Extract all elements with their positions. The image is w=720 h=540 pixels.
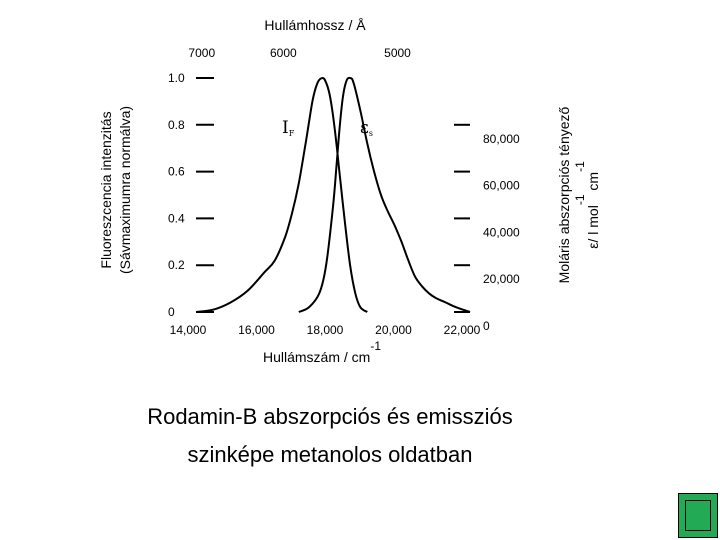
top-tick-label: 6000 [270, 46, 297, 60]
absorption-curve [298, 76, 471, 313]
left-tick-label: 0 [168, 305, 175, 319]
right-axis-ticks: 0 20,000 40,000 60,000 80,000 [454, 123, 520, 333]
bottom-axis-label-text: Hullámszám / cm [263, 349, 370, 365]
bottom-axis-ticks: 14,000 16,000 18,000 20,000 22,000 [170, 323, 481, 337]
top-axis-label: Hullámhossz / Å [264, 17, 366, 33]
right-axis-label-line2: ε/ l mol-1 cm-1 [573, 161, 601, 249]
series-label-absorption: εs [360, 118, 373, 138]
fluorescence-curve [195, 76, 368, 313]
right-axis-label-sup1: -1 [573, 194, 587, 205]
right-tick-label: 60,000 [483, 179, 520, 193]
right-axis-label-part-b: cm [585, 172, 601, 195]
left-tick-label: 0.2 [168, 258, 185, 272]
left-axis-label-line1: Fluoreszcencia intenzitás [98, 111, 114, 268]
caption-line-1: Rodamin-B abszorpciós és emissziós [147, 404, 513, 429]
slide-nav-button[interactable] [678, 493, 718, 538]
series-label-absorption-name: ε [360, 118, 369, 138]
bottom-axis-label-sup: -1 [370, 339, 381, 353]
left-tick-label: 0.8 [168, 118, 185, 132]
caption-line-2: szinképe metanolos oldatban [187, 442, 473, 467]
figure-caption: Rodamin-B abszorpciós és emissziós szink… [100, 398, 560, 474]
bottom-axis-label: Hullámszám / cm-1 [263, 339, 381, 365]
right-tick-label: 40,000 [483, 225, 520, 239]
left-axis-ticks: 0 0.2 0.4 0.6 0.8 1.0 [168, 71, 214, 319]
bottom-tick-label: 18,000 [307, 323, 344, 337]
right-axis-label-line1: Moláris abszorpciós tényező [556, 106, 572, 283]
bottom-tick-label: 14,000 [170, 323, 207, 337]
left-axis-label-line2: (Sávmaximumra normálva) [117, 106, 133, 274]
series-label-absorption-sub: s [369, 129, 373, 138]
left-tick-label: 0.6 [168, 165, 185, 179]
right-axis-label-sup2: -1 [573, 161, 587, 172]
right-axis-label-part-a: ε/ l mol [585, 205, 601, 249]
bottom-tick-label: 22,000 [444, 323, 481, 337]
series-label-fluorescence-sub: F [289, 129, 295, 138]
series-label-fluorescence: IF [282, 118, 295, 138]
bottom-tick-label: 16,000 [238, 323, 275, 337]
bottom-tick-label: 20,000 [375, 323, 412, 337]
left-tick-label: 0.4 [168, 211, 185, 225]
top-axis-ticks: 7000 6000 5000 [188, 46, 411, 60]
series-layer [195, 76, 471, 313]
right-tick-label: 80,000 [483, 132, 520, 146]
right-tick-label: 0 [483, 319, 490, 333]
top-tick-label: 7000 [188, 46, 215, 60]
left-tick-label: 1.0 [168, 71, 185, 85]
series-label-fluorescence-name: I [282, 118, 289, 138]
top-tick-label: 5000 [384, 46, 411, 60]
right-tick-label: 20,000 [483, 272, 520, 286]
slide-nav-button-frame [685, 500, 711, 531]
